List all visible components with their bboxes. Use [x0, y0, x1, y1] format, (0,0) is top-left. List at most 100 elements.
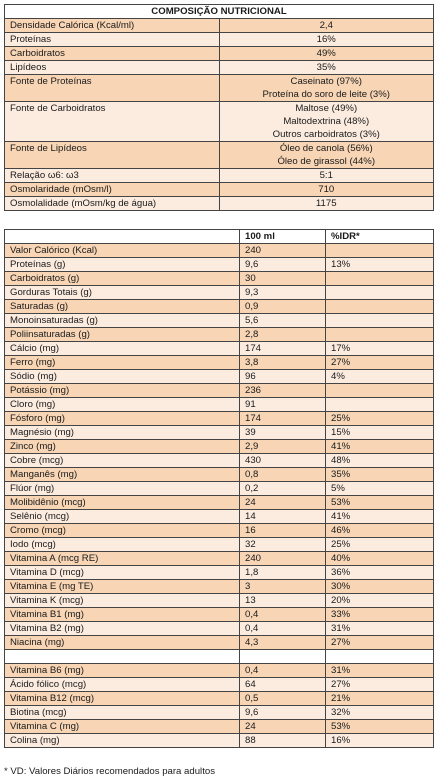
nutrient-idr: 27% [325, 355, 434, 370]
composition-value: Maltose (49%) Maltodextrina (48%) Outros c… [218, 101, 434, 142]
nutrient-row: Flúor (mg) 0,2 5% [4, 481, 434, 496]
nutrient-name: Gorduras Totais (g) [4, 285, 240, 300]
nutrient-idr: 31% [325, 621, 434, 636]
nutrient-idr: 35% [325, 467, 434, 482]
composition-value-line: Caseinato (97%) [290, 76, 362, 87]
nutrient-idr: 31% [325, 663, 434, 678]
composition-row: Proteínas 16% [4, 32, 434, 47]
nutrient-amount: 13 [239, 593, 326, 608]
nutrient-name: Cromo (mcg) [4, 523, 240, 538]
nutrient-idr: 27% [325, 635, 434, 650]
composition-row: Relação ω6: ω3 5:1 [4, 168, 434, 183]
nutrient-name: Sódio (mg) [4, 369, 240, 384]
composition-title: COMPOSIÇÃO NUTRICIONAL [4, 4, 434, 19]
nutrient-amount: 5,6 [239, 313, 326, 328]
nutrient-row: Fósforo (mg) 174 25% [4, 411, 434, 426]
composition-value-line: Maltose (49%) [295, 103, 358, 114]
composition-label: Proteínas [4, 32, 220, 47]
nutrient-name: Proteínas (g) [4, 257, 240, 272]
nutrient-name: Iodo (mcg) [4, 537, 240, 552]
nutrient-name: Ferro (mg) [4, 355, 240, 370]
nutrient-row: Poliinsaturadas (g) 2,8 [4, 327, 434, 342]
nutrient-amount: 9,6 [239, 705, 326, 720]
nutrient-row: Vitamina B1 (mg) 0,4 33% [4, 607, 434, 622]
nutrient-idr: 41% [325, 439, 434, 454]
nutrient-idr: 30% [325, 579, 434, 594]
nutrient-idr: 25% [325, 411, 434, 426]
nutrient-name: Ácido fólico (mcg) [4, 677, 240, 692]
nutrient-name: Colina (mg) [4, 733, 240, 748]
composition-table: COMPOSIÇÃO NUTRICIONAL Densidade Calóric… [4, 4, 434, 211]
nutrient-row: Vitamina B2 (mg) 0,4 31% [4, 621, 434, 636]
nutrient-row: Niacina (mg) 4,3 27% [4, 635, 434, 650]
nutrient-row: Zinco (mg) 2,9 41% [4, 439, 434, 454]
nutrient-amount: 174 [239, 411, 326, 426]
nutrient-name: Cálcio (mg) [4, 341, 240, 356]
composition-row: Fonte de Proteínas Caseinato (97%) Proteín… [4, 74, 434, 102]
nutrient-idr: 53% [325, 719, 434, 734]
nutrient-amount [239, 649, 326, 664]
nutrient-row: Monoinsaturadas (g) 5,6 [4, 313, 434, 328]
composition-row: Osmolaridade (mOsm/l) 710 [4, 182, 434, 197]
composition-value: 710 [218, 182, 434, 197]
nutrient-row: Ferro (mg) 3,8 27% [4, 355, 434, 370]
nutrient-idr [325, 285, 434, 300]
nutrient-amount: 96 [239, 369, 326, 384]
nutrient-row: Vitamina B12 (mcg) 0,5 21% [4, 691, 434, 706]
nutrient-row: Magnésio (mg) 39 15% [4, 425, 434, 440]
nutrient-idr: 21% [325, 691, 434, 706]
nutrient-idr: 4% [325, 369, 434, 384]
nutrient-row: Vitamina A (mcg RE) 240 40% [4, 551, 434, 566]
nutrients-table: 100 ml %IDR* Valor Calórico (Kcal) 240 Pro… [4, 229, 434, 748]
nutrient-idr [325, 327, 434, 342]
composition-row: Osmolalidade (mOsm/kg de água) 1175 [4, 196, 434, 211]
nutrient-name: Vitamina K (mcg) [4, 593, 240, 608]
composition-value-line: 16% [316, 34, 336, 45]
nutrient-row: Ácido fólico (mcg) 64 27% [4, 677, 434, 692]
composition-value-line: 2,4 [319, 20, 333, 31]
nutrient-row: Saturadas (g) 0,9 [4, 299, 434, 314]
nutrient-idr [325, 243, 434, 258]
nutrient-name: Zinco (mg) [4, 439, 240, 454]
nutrient-idr: 25% [325, 537, 434, 552]
nutrient-amount: 2,9 [239, 439, 326, 454]
composition-value-line: 35% [316, 62, 336, 73]
header-idr: %IDR* [325, 229, 434, 244]
composition-label: Osmolalidade (mOsm/kg de água) [4, 196, 220, 211]
composition-value: Caseinato (97%) Proteína do soro de leite… [218, 74, 434, 102]
nutrient-amount: 9,6 [239, 257, 326, 272]
nutrient-amount: 0,4 [239, 663, 326, 678]
nutrient-idr [325, 397, 434, 412]
nutrient-idr: 33% [325, 607, 434, 622]
nutrient-amount: 430 [239, 453, 326, 468]
nutrients-header-row: 100 ml %IDR* [4, 229, 434, 244]
composition-value: 35% [218, 60, 434, 75]
nutrient-name [4, 649, 240, 664]
nutrient-name: Manganês (mg) [4, 467, 240, 482]
nutrient-amount: 0,2 [239, 481, 326, 496]
nutrient-row: Vitamina K (mcg) 13 20% [4, 593, 434, 608]
nutrient-amount: 39 [239, 425, 326, 440]
nutrient-idr: 53% [325, 495, 434, 510]
composition-label: Fonte de Proteínas [4, 74, 220, 102]
nutrient-row: Cálcio (mg) 174 17% [4, 341, 434, 356]
composition-value-line: Maltodextrina (48%) [283, 116, 370, 127]
nutrient-name: Vitamina B6 (mg) [4, 663, 240, 678]
nutrient-idr: 36% [325, 565, 434, 580]
composition-value: 5:1 [218, 168, 434, 183]
nutrient-amount: 4,3 [239, 635, 326, 650]
nutrient-idr [325, 313, 434, 328]
nutrient-amount: 14 [239, 509, 326, 524]
composition-label: Osmolaridade (mOsm/l) [4, 182, 220, 197]
nutrient-amount: 240 [239, 551, 326, 566]
header-per-100ml: 100 ml [239, 229, 326, 244]
nutrient-amount: 240 [239, 243, 326, 258]
nutrient-row: Valor Calórico (Kcal) 240 [4, 243, 434, 258]
nutrient-row: Proteínas (g) 9,6 13% [4, 257, 434, 272]
nutrient-amount: 236 [239, 383, 326, 398]
nutrient-name: Saturadas (g) [4, 299, 240, 314]
composition-row: Carboidratos 49% [4, 46, 434, 61]
nutrient-amount: 0,9 [239, 299, 326, 314]
composition-label: Fonte de Lipídeos [4, 141, 220, 169]
composition-value-line: Óleo de girassol (44%) [277, 156, 376, 167]
